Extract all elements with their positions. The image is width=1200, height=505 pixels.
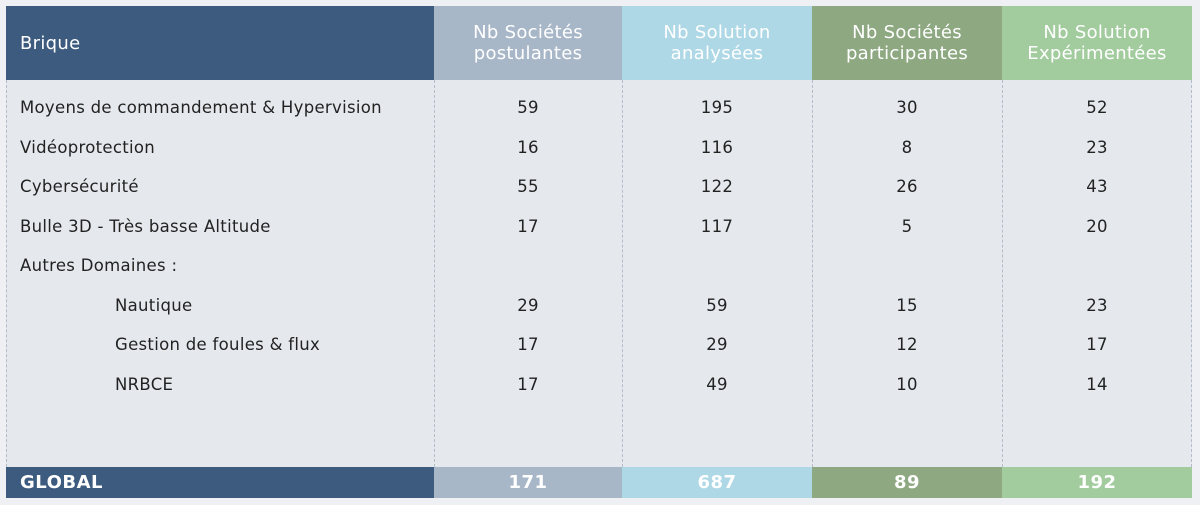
row-label: Cybersécurité (20, 177, 139, 197)
header-cell: Brique (6, 6, 434, 80)
header-cell: Nb Solution analysées (622, 6, 812, 80)
cell-value: 8 (901, 137, 913, 157)
row-label: NRBCE (115, 374, 174, 394)
header-text: Nb Sociétés (473, 22, 583, 43)
cell-value: 23 (1086, 295, 1108, 315)
cell-value: 29 (706, 335, 728, 355)
cell-value: 23 (1086, 137, 1108, 157)
header-text: participantes (845, 43, 969, 64)
column-divider (434, 80, 435, 467)
row-label: Nautique (115, 295, 193, 315)
column-divider (1191, 80, 1192, 467)
footer-label: GLOBAL (6, 467, 434, 498)
row-label: Vidéoprotection (20, 137, 156, 157)
header-cell: Nb Sociétés participantes (812, 6, 1002, 80)
header-text: Nb Solution (663, 22, 771, 43)
row-label: Bulle 3D - Très basse Altitude (20, 216, 271, 236)
column-divider (1002, 80, 1003, 467)
cell-value: 17 (517, 335, 539, 355)
cell-value: 195 (700, 98, 734, 118)
cell-value: 20 (1086, 216, 1108, 236)
cell-value: 122 (700, 177, 734, 197)
cell-value: 52 (1086, 98, 1108, 118)
footer-value: 687 (622, 467, 812, 498)
cell-value: 55 (517, 177, 539, 197)
row-label: Autres Domaines : (20, 256, 178, 276)
row-label: Moyens de commandement & Hypervision (20, 98, 382, 118)
header-text: Nb Sociétés (852, 22, 962, 43)
footer-value: 192 (1002, 467, 1192, 498)
header-text: analysées (670, 43, 764, 64)
header-cell: Nb Solution Expérimentées (1002, 6, 1192, 80)
row-label: Gestion de foules & flux (115, 335, 321, 355)
header-cell: Nb Sociétés postulantes (434, 6, 622, 80)
table-body (6, 80, 1192, 467)
cell-value: 49 (706, 374, 728, 394)
cell-value: 30 (896, 98, 918, 118)
cell-value: 10 (896, 374, 918, 394)
header-text: Expérimentées (1027, 43, 1167, 64)
header-text: postulantes (473, 43, 583, 64)
footer-value: 89 (812, 467, 1002, 498)
column-divider (622, 80, 623, 467)
cell-value: 43 (1086, 177, 1108, 197)
cell-value: 14 (1086, 374, 1108, 394)
header-text: Nb Solution (1043, 22, 1151, 43)
cell-value: 15 (896, 295, 918, 315)
cell-value: 59 (517, 98, 539, 118)
cell-value: 16 (517, 137, 539, 157)
cell-value: 5 (901, 216, 913, 236)
cell-value: 117 (700, 216, 734, 236)
footer-value: 171 (434, 467, 622, 498)
column-divider (812, 80, 813, 467)
cell-value: 116 (700, 137, 734, 157)
cell-value: 17 (1086, 335, 1108, 355)
cell-value: 12 (896, 335, 918, 355)
cell-value: 26 (896, 177, 918, 197)
cell-value: 29 (517, 295, 539, 315)
cell-value: 17 (517, 216, 539, 236)
cell-value: 17 (517, 374, 539, 394)
cell-value: 59 (706, 295, 728, 315)
column-divider (6, 80, 7, 467)
